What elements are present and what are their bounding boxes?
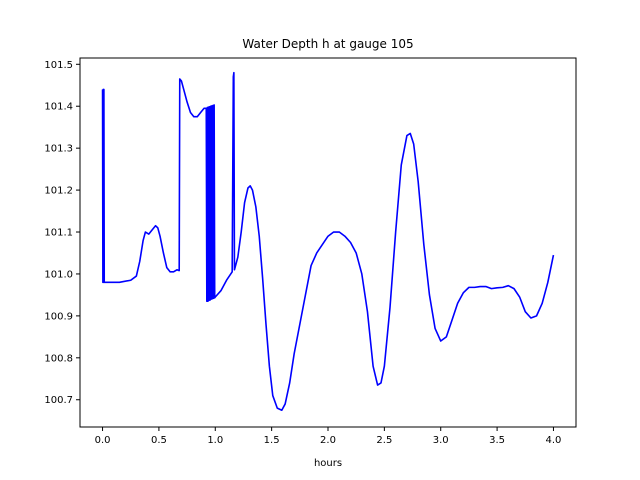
x-tick-label: 2.5: [376, 435, 392, 446]
x-tick-label: 3.5: [489, 435, 505, 446]
x-tick-label: 0.5: [151, 435, 167, 446]
y-tick-label: 100.7: [44, 395, 73, 406]
x-tick-label: 4.0: [546, 435, 562, 446]
x-axis-label: hours: [314, 458, 342, 469]
x-tick-label: 2.0: [320, 435, 336, 446]
series-line-0: [101, 71, 555, 412]
y-tick-label: 101.4: [44, 102, 73, 113]
plot-area: 0.0 0.5 1.0 1.5 2.0 2.5 3.0 3.5 4.0 100.7 100.8 100…: [44, 57, 577, 446]
y-tick-label: 100.9: [44, 311, 73, 322]
x-tick-label: 1.0: [207, 435, 223, 446]
y-tick-label: 101.5: [44, 60, 73, 71]
x-tick-label: 1.5: [264, 435, 280, 446]
x-tick-label: 3.0: [433, 435, 449, 446]
chart-title: Water Depth h at gauge 105: [242, 37, 413, 51]
y-tick-label: 100.8: [44, 353, 73, 364]
x-tick-label: 0.0: [95, 435, 111, 446]
y-tick-label: 101.3: [44, 144, 73, 155]
y-tick-label: 101.0: [44, 269, 73, 280]
y-tick-label: 101.2: [44, 186, 73, 197]
y-tick-label: 101.1: [44, 228, 73, 239]
